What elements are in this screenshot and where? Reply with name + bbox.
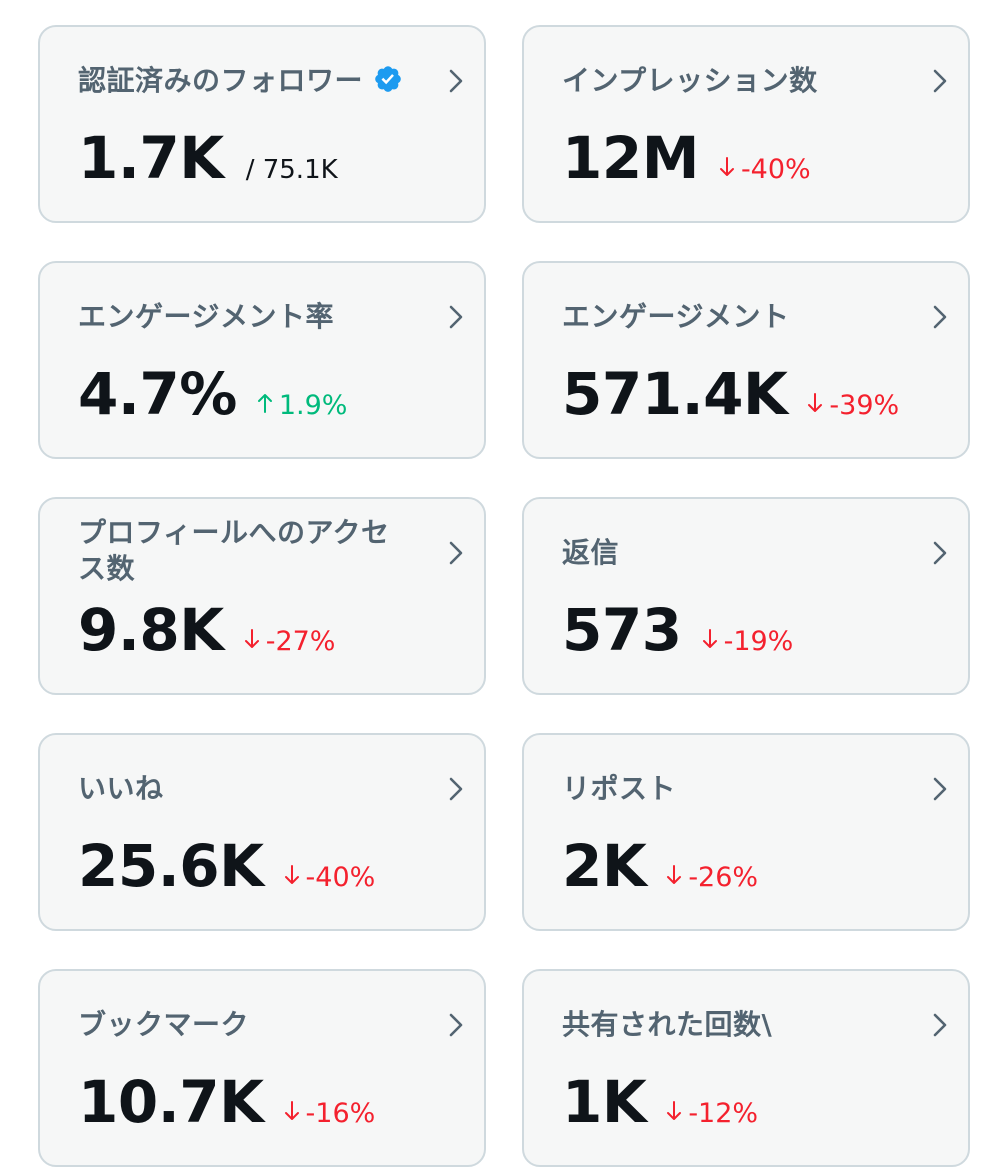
arrow-down-icon bbox=[667, 865, 682, 884]
metrics-grid: 認証済みのフォロワー 1.7K / 75.1K インプレッション数 12M -4… bbox=[38, 25, 970, 1167]
card-title: 共有された回数\ bbox=[562, 1008, 773, 1041]
card-title: エンゲージメント率 bbox=[78, 300, 334, 333]
card-title: いいね bbox=[78, 772, 164, 805]
chevron-right-icon bbox=[449, 541, 463, 565]
card-replies[interactable]: 返信 573 -19% bbox=[522, 497, 970, 695]
card-likes[interactable]: いいね 25.6K -40% bbox=[38, 733, 486, 931]
verified-badge-icon bbox=[375, 66, 401, 92]
metric-delta: -12% bbox=[666, 1098, 758, 1129]
metric-value: 1.7K bbox=[78, 124, 224, 192]
metric-delta: 1.9% bbox=[257, 390, 347, 421]
metric-value: 9.8K bbox=[78, 596, 224, 664]
card-verified-followers[interactable]: 認証済みのフォロワー 1.7K / 75.1K bbox=[38, 25, 486, 223]
arrow-down-icon bbox=[244, 629, 259, 648]
card-shares[interactable]: 共有された回数\ 1K -12% bbox=[522, 969, 970, 1167]
chevron-right-icon bbox=[449, 305, 463, 329]
metric-value-row: 573 -19% bbox=[562, 597, 793, 663]
metric-value-row: 10.7K -16% bbox=[78, 1069, 375, 1135]
metric-value-row: 571.4K -39% bbox=[562, 361, 899, 427]
card-title: 返信 bbox=[562, 536, 620, 569]
card-profile-visits[interactable]: プロフィールへのアクセス数 9.8K -27% bbox=[38, 497, 486, 695]
card-title: エンゲージメント bbox=[562, 300, 790, 333]
metric-value: 573 bbox=[562, 596, 682, 664]
metric-total: / 75.1K bbox=[245, 155, 338, 185]
metric-delta: -40% bbox=[284, 862, 375, 893]
chevron-right-icon bbox=[933, 305, 947, 329]
arrow-down-icon bbox=[808, 393, 823, 412]
metric-value-row: 1K -12% bbox=[562, 1069, 758, 1135]
chevron-right-icon bbox=[449, 1013, 463, 1037]
arrow-down-icon bbox=[284, 865, 299, 884]
card-title: 認証済みのフォロワー bbox=[78, 63, 404, 99]
arrow-down-icon bbox=[719, 157, 734, 176]
metric-value-row: 2K -26% bbox=[562, 833, 758, 899]
chevron-right-icon bbox=[933, 1013, 947, 1037]
metric-delta: -27% bbox=[244, 626, 335, 657]
card-title: リポスト bbox=[562, 772, 677, 805]
card-title: インプレッション数 bbox=[562, 64, 818, 97]
metric-delta: -26% bbox=[666, 862, 758, 893]
metric-delta: -40% bbox=[719, 154, 811, 185]
metric-value-row: 4.7% 1.9% bbox=[78, 361, 347, 427]
card-impressions[interactable]: インプレッション数 12M -40% bbox=[522, 25, 970, 223]
metric-delta: -19% bbox=[702, 626, 793, 657]
chevron-right-icon bbox=[933, 69, 947, 93]
metric-value: 10.7K bbox=[78, 1068, 264, 1136]
chevron-right-icon bbox=[449, 777, 463, 801]
chevron-right-icon bbox=[933, 777, 947, 801]
chevron-right-icon bbox=[449, 69, 463, 93]
card-title: ブックマーク bbox=[78, 1008, 250, 1041]
metric-value-row: 1.7K / 75.1K bbox=[78, 125, 338, 191]
card-engagement-rate[interactable]: エンゲージメント率 4.7% 1.9% bbox=[38, 261, 486, 459]
arrow-up-icon bbox=[257, 394, 272, 413]
metric-value-row: 9.8K -27% bbox=[78, 597, 335, 663]
metric-value-row: 25.6K -40% bbox=[78, 833, 375, 899]
arrow-down-icon bbox=[702, 629, 717, 648]
arrow-down-icon bbox=[284, 1101, 299, 1120]
metric-value: 2K bbox=[562, 832, 647, 900]
metric-value: 25.6K bbox=[78, 832, 264, 900]
metric-value: 4.7% bbox=[78, 360, 237, 428]
metric-value-row: 12M -40% bbox=[562, 125, 811, 191]
metric-value: 1K bbox=[562, 1068, 647, 1136]
card-engagements[interactable]: エンゲージメント 571.4K -39% bbox=[522, 261, 970, 459]
metric-delta: -39% bbox=[807, 390, 899, 421]
metric-delta: -16% bbox=[284, 1098, 375, 1129]
metric-value: 12M bbox=[562, 124, 699, 192]
chevron-right-icon bbox=[933, 541, 947, 565]
arrow-down-icon bbox=[667, 1101, 682, 1120]
card-reposts[interactable]: リポスト 2K -26% bbox=[522, 733, 970, 931]
card-bookmarks[interactable]: ブックマーク 10.7K -16% bbox=[38, 969, 486, 1167]
metric-value: 571.4K bbox=[562, 360, 788, 428]
card-title: プロフィールへのアクセス数 bbox=[78, 516, 390, 585]
